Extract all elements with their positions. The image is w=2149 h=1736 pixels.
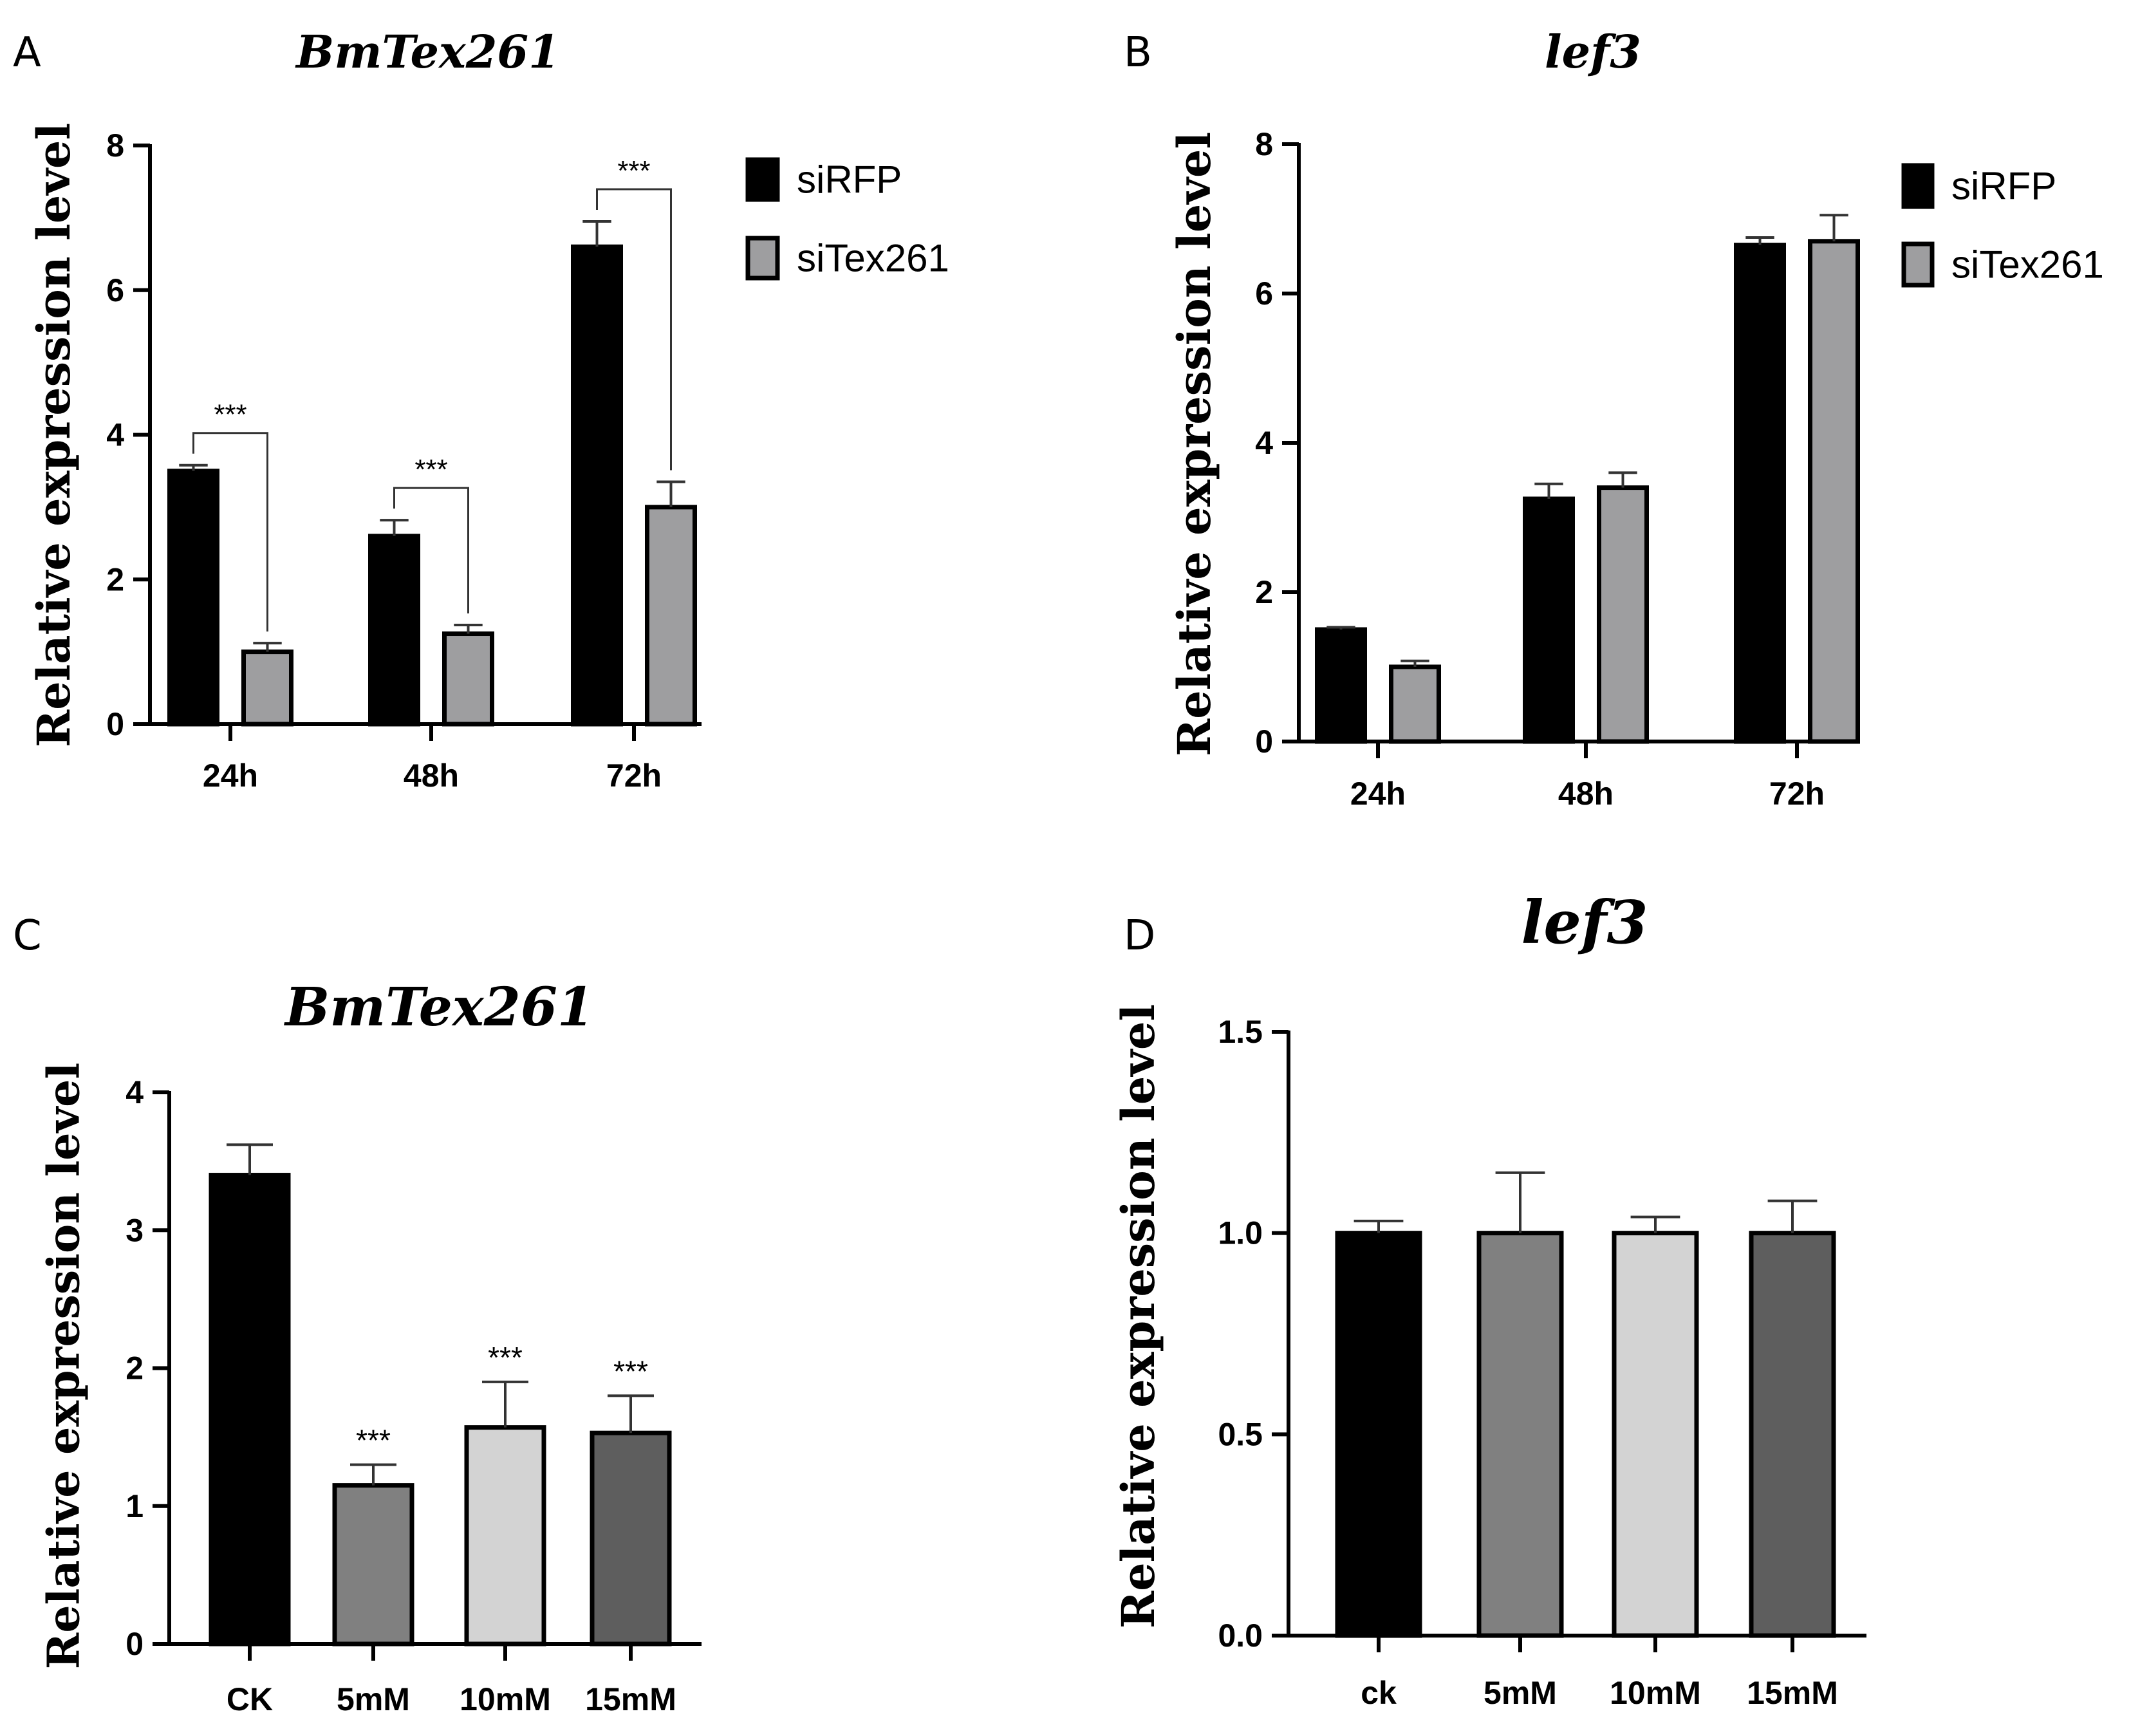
bar-10mM bbox=[1612, 1231, 1699, 1638]
bar-sitex261-72h bbox=[1808, 239, 1860, 744]
bar-ck bbox=[1335, 1231, 1422, 1638]
y-tick-label: 1.0 bbox=[1218, 1215, 1263, 1251]
significance-label: *** bbox=[617, 155, 650, 187]
x-tick-label: 15mM bbox=[585, 1681, 676, 1717]
bar-5mM bbox=[1476, 1231, 1564, 1638]
bar-15mM bbox=[590, 1430, 672, 1647]
y-tick-label: 6 bbox=[1255, 275, 1273, 312]
y-tick-label: 4 bbox=[106, 417, 124, 453]
x-tick-label: 72h bbox=[606, 758, 662, 794]
significance-label: *** bbox=[214, 399, 247, 431]
bar-sirfp-24h bbox=[1315, 627, 1367, 744]
significance-label: *** bbox=[356, 1423, 391, 1457]
bar-CK bbox=[209, 1173, 291, 1647]
x-tick-label: CK bbox=[227, 1681, 273, 1717]
bar-sitex261-24h bbox=[241, 649, 293, 727]
y-axis-label: Relative expression level bbox=[27, 123, 80, 747]
chart-panel-a: A BmTex261 Relative expression level 0 2 4 6 8 2… bbox=[13, 25, 949, 794]
chart-title: BmTex261 bbox=[284, 976, 594, 1038]
x-tick-label: 48h bbox=[1558, 776, 1614, 812]
x-tick-label: 24h bbox=[1350, 776, 1406, 812]
significance-label: *** bbox=[488, 1341, 523, 1374]
y-axis-label: Relative expression level bbox=[1112, 1004, 1165, 1629]
significance-label: *** bbox=[613, 1354, 648, 1388]
x-tick-label: 72h bbox=[1769, 776, 1825, 812]
y-tick-label: 0 bbox=[126, 1626, 144, 1662]
bar-sitex261-48h bbox=[1597, 485, 1649, 744]
y-tick-label: 0 bbox=[106, 706, 124, 742]
x-tick-label: 15mM bbox=[1747, 1675, 1838, 1711]
bar-sirfp-48h bbox=[1523, 496, 1575, 744]
legend-label-sitex261: siTex261 bbox=[1951, 243, 2104, 286]
x-tick-label: 5mM bbox=[1484, 1675, 1557, 1711]
significance-bracket bbox=[596, 188, 672, 471]
legend-label-sitex261: siTex261 bbox=[797, 237, 949, 280]
panel-letter: C bbox=[13, 912, 42, 960]
y-axis-label: Relative expression level bbox=[1168, 132, 1221, 756]
legend-swatch-sirfp bbox=[745, 157, 780, 202]
legend-swatch-sitex261 bbox=[1901, 241, 1935, 288]
y-tick-label: 2 bbox=[106, 561, 124, 597]
x-tick-label: 10mM bbox=[1610, 1675, 1701, 1711]
legend-swatch-sirfp bbox=[1901, 163, 1935, 209]
y-tick-label: 0.5 bbox=[1218, 1416, 1263, 1452]
bar-sitex261-24h bbox=[1389, 664, 1441, 744]
chart-title: lef3 bbox=[1521, 888, 1648, 957]
y-tick-label: 3 bbox=[126, 1212, 144, 1248]
significance-bracket bbox=[192, 432, 268, 632]
legend-swatch-sitex261 bbox=[745, 236, 780, 281]
bar-5mM bbox=[332, 1483, 414, 1647]
panel-letter: A bbox=[13, 29, 41, 77]
y-tick-label: 4 bbox=[126, 1074, 144, 1110]
bar-10mM bbox=[464, 1425, 546, 1647]
significance-bracket bbox=[393, 487, 469, 614]
x-tick-label: 10mM bbox=[460, 1681, 551, 1717]
y-tick-label: 1 bbox=[126, 1488, 144, 1524]
bar-sirfp-72h bbox=[1734, 243, 1786, 744]
chart-title: lef3 bbox=[1545, 25, 1641, 79]
bar-sirfp-48h bbox=[368, 534, 420, 727]
y-tick-label: 0 bbox=[1255, 723, 1273, 760]
legend-label-sirfp: siRFP bbox=[797, 158, 902, 201]
y-tick-label: 8 bbox=[106, 127, 124, 163]
bar-sirfp-72h bbox=[571, 244, 623, 727]
significance-label: *** bbox=[414, 454, 447, 485]
y-tick-label: 2 bbox=[1255, 574, 1273, 610]
chart-panel-c: C BmTex261 Relative expression level 0 1 2 3 4 C… bbox=[13, 912, 702, 1717]
bar-sitex261-48h bbox=[442, 631, 494, 727]
bar-sitex261-72h bbox=[645, 505, 697, 727]
y-tick-label: 2 bbox=[126, 1350, 144, 1386]
y-tick-label: 4 bbox=[1255, 425, 1273, 461]
x-tick-label: 24h bbox=[203, 758, 258, 794]
bar-15mM bbox=[1749, 1231, 1836, 1638]
y-axis-label: Relative expression level bbox=[39, 1063, 90, 1669]
bar-sirfp-24h bbox=[167, 469, 219, 727]
y-tick-label: 1.5 bbox=[1218, 1014, 1263, 1050]
x-tick-label: 5mM bbox=[337, 1681, 410, 1717]
panel-letter: D bbox=[1124, 912, 1155, 960]
x-tick-label: ck bbox=[1361, 1675, 1397, 1711]
y-tick-label: 6 bbox=[106, 272, 124, 308]
y-tick-label: 8 bbox=[1255, 126, 1273, 162]
panel-letter: B bbox=[1124, 29, 1152, 77]
legend-label-sirfp: siRFP bbox=[1951, 165, 2056, 208]
chart-title: BmTex261 bbox=[295, 25, 560, 79]
y-tick-label: 0.0 bbox=[1218, 1618, 1263, 1654]
x-tick-label: 48h bbox=[404, 758, 459, 794]
